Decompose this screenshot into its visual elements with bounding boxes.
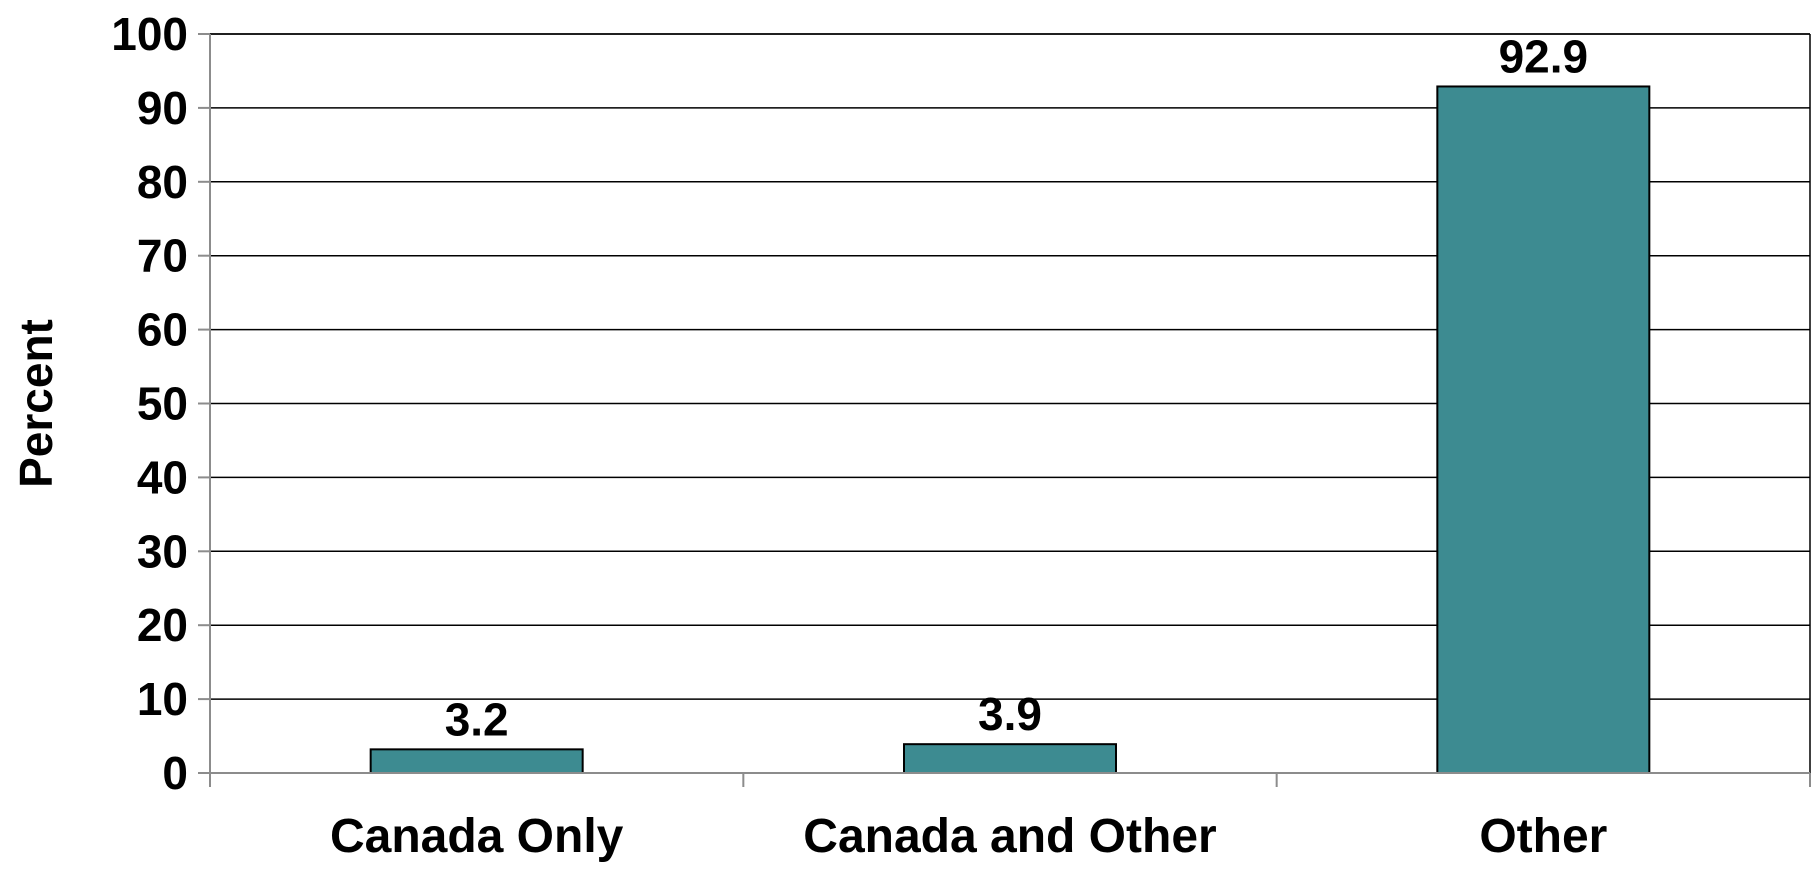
x-category-label: Canada and Other xyxy=(803,810,1216,863)
bar xyxy=(1436,85,1651,775)
data-label: 3.2 xyxy=(445,693,509,745)
y-tick-label: 50 xyxy=(137,378,188,430)
data-label: 3.9 xyxy=(978,688,1042,740)
labels: 0 10 20 30 40 50 60 70 80 90 100 3.2 Canada Only 3.9 C… xyxy=(111,8,1607,863)
bar xyxy=(903,743,1117,775)
y-tick-label: 70 xyxy=(137,230,188,282)
y-axis-title: Percent xyxy=(10,319,62,488)
axes xyxy=(198,33,1811,787)
y-tick-label: 30 xyxy=(137,525,188,577)
y-tick-label: 20 xyxy=(137,599,188,651)
y-tick-label: 10 xyxy=(137,673,188,725)
y-tick-label: 40 xyxy=(137,451,188,503)
x-category-label: Canada Only xyxy=(330,810,624,863)
y-tick-label: 80 xyxy=(137,156,188,208)
y-tick-label: 0 xyxy=(162,747,188,799)
bars xyxy=(369,85,1651,775)
y-tick-label: 90 xyxy=(137,82,188,134)
y-tick-label: 100 xyxy=(111,8,188,60)
y-tick-label: 60 xyxy=(137,304,188,356)
bar xyxy=(369,748,584,774)
x-category-label: Other xyxy=(1479,810,1607,863)
data-label: 92.9 xyxy=(1499,30,1589,82)
